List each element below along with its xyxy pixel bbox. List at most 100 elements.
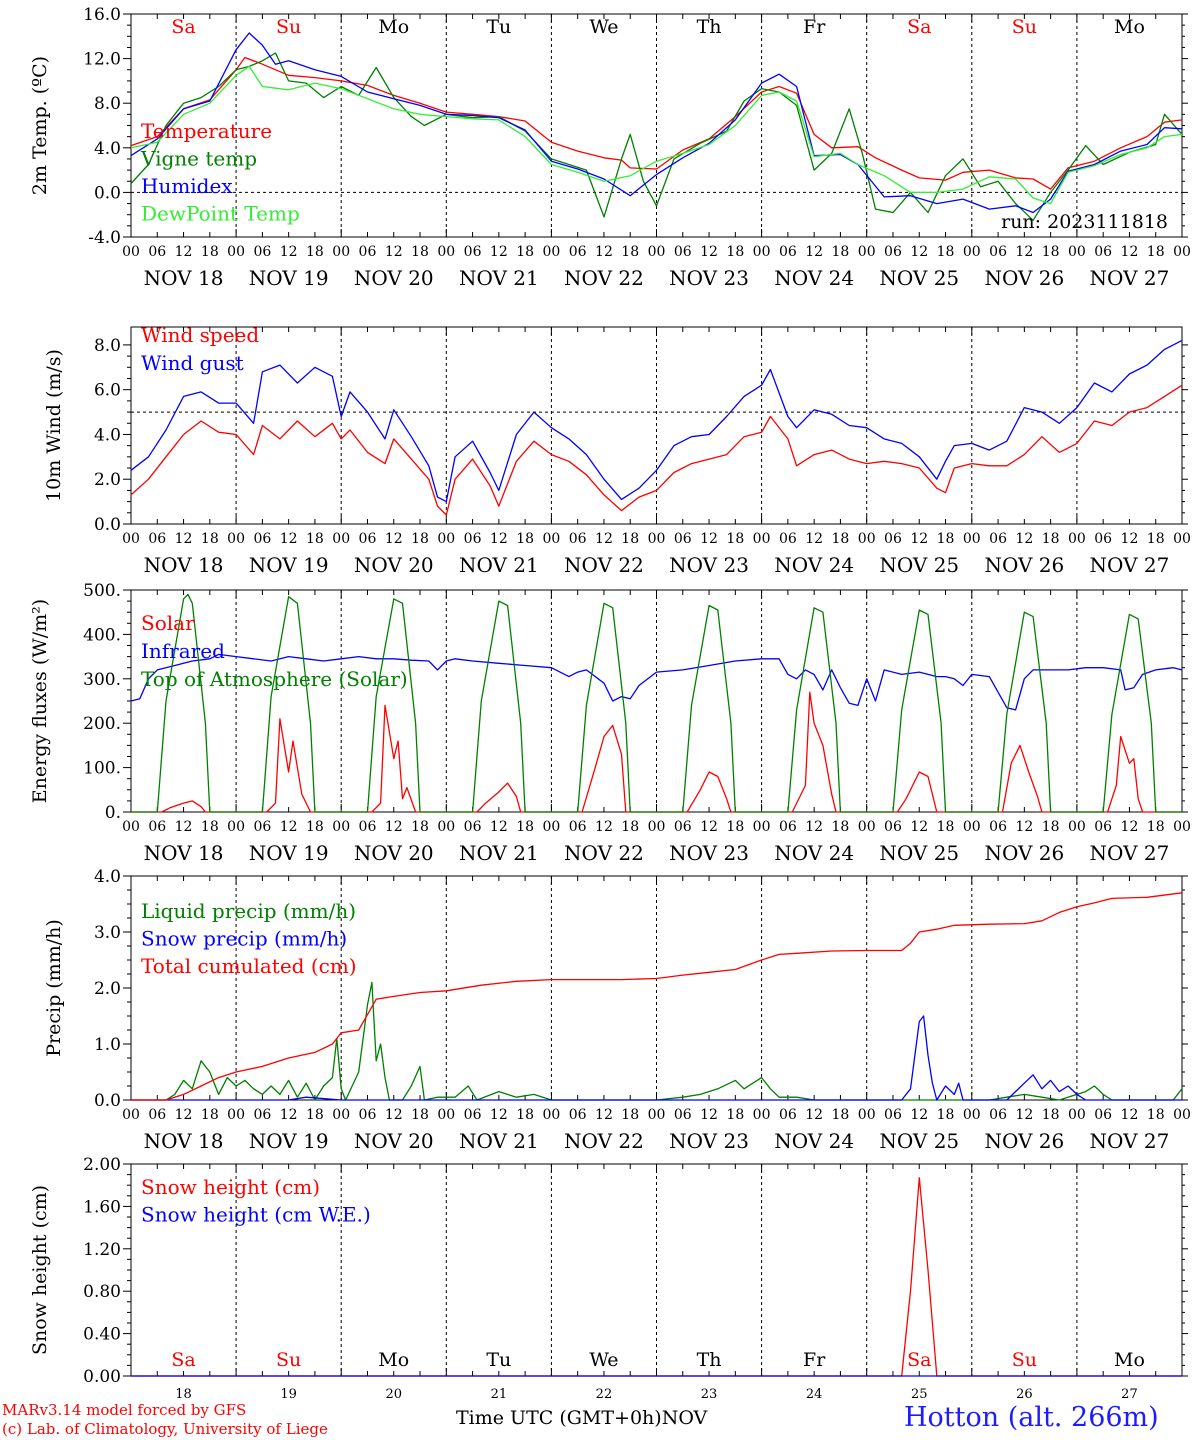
x-tick-label: 06 bbox=[674, 819, 692, 835]
x-tick-label: 12 bbox=[1121, 244, 1139, 260]
x-tick-label: 00 bbox=[753, 1107, 771, 1123]
x-tick-label: 06 bbox=[569, 531, 587, 547]
x-tick-label: 18 bbox=[621, 244, 639, 260]
date-label: NOV 24 bbox=[774, 841, 854, 865]
legend-entry: Wind speed bbox=[141, 323, 259, 347]
day-name-label: Su bbox=[276, 1349, 301, 1371]
y-tick-label: 1.60 bbox=[83, 1197, 121, 1217]
x-tick-label: 00 bbox=[227, 1107, 245, 1123]
y-tick-label: 0.0 bbox=[94, 1091, 121, 1111]
x-tick-label: 06 bbox=[674, 531, 692, 547]
y-tick-label: 0. bbox=[105, 803, 121, 823]
date-label: NOV 20 bbox=[354, 841, 434, 865]
x-tick-label: 12 bbox=[805, 819, 823, 835]
x-tick-label: 12 bbox=[280, 819, 298, 835]
x-tick-label: 12 bbox=[175, 1107, 193, 1123]
y-tick-label: 3.0 bbox=[94, 923, 121, 943]
x-tick-label: 00 bbox=[122, 531, 140, 547]
x-tick-label: 12 bbox=[280, 1107, 298, 1123]
x-tick-label: 12 bbox=[385, 531, 403, 547]
date-label: NOV 22 bbox=[564, 266, 644, 290]
x-tick-label: 06 bbox=[253, 531, 271, 547]
legend-entry: Temperature bbox=[141, 119, 272, 143]
station-name: Hotton (alt. 266m) bbox=[904, 1402, 1159, 1433]
x-tick-label: 00 bbox=[858, 1107, 876, 1123]
x-tick-label: 12 bbox=[490, 1107, 508, 1123]
x-tick-label: 18 bbox=[516, 244, 534, 260]
x-tick-label: 06 bbox=[569, 819, 587, 835]
x-tick-label: 00 bbox=[753, 531, 771, 547]
date-label: NOV 22 bbox=[564, 841, 644, 865]
series-line-total-cumulated-cm bbox=[131, 892, 1183, 1101]
x-tick-label: 18 bbox=[937, 819, 955, 835]
x-tick-label: 18 bbox=[726, 1107, 744, 1123]
x-tick-label: 18 bbox=[411, 1107, 429, 1123]
date-label: NOV 24 bbox=[774, 266, 854, 290]
x-tick-label: 12 bbox=[175, 244, 193, 260]
x-tick-label: 12 bbox=[595, 1107, 613, 1123]
date-label: NOV 20 bbox=[354, 1129, 434, 1153]
day-name-label: Tu bbox=[486, 16, 511, 38]
date-label: NOV 26 bbox=[984, 841, 1064, 865]
date-label: NOV 27 bbox=[1090, 1129, 1170, 1153]
x-tick-label: 06 bbox=[779, 244, 797, 260]
x-tick-label: 12 bbox=[910, 531, 928, 547]
x-tick-label: 12 bbox=[490, 531, 508, 547]
x-tick-label: 18 bbox=[832, 819, 850, 835]
legend-entry: Snow height (cm W.E.) bbox=[141, 1203, 371, 1227]
y-tick-label: 500. bbox=[83, 581, 121, 601]
x-tick-label: 00 bbox=[542, 819, 560, 835]
legend-entry: Infrared bbox=[141, 639, 225, 663]
x-tick-label: 06 bbox=[464, 244, 482, 260]
run-annotation: run: 2023111818 bbox=[1001, 211, 1168, 233]
series-line-humidex bbox=[130, 32, 1183, 214]
x-tick-label: 06 bbox=[989, 531, 1007, 547]
series-line-snow-precip-mm-h bbox=[131, 1015, 1182, 1101]
x-tick-label: 12 bbox=[1015, 531, 1033, 547]
day-name-label: Th bbox=[697, 16, 722, 38]
x-tick-label: 18 bbox=[832, 531, 850, 547]
date-label: NOV 27 bbox=[1090, 266, 1170, 290]
x-tick-label: 12 bbox=[385, 244, 403, 260]
series-line-infrared bbox=[130, 653, 1183, 711]
day-name-label: Sa bbox=[171, 1349, 195, 1371]
x-tick-label: 18 bbox=[516, 531, 534, 547]
x-tick-label: 06 bbox=[253, 244, 271, 260]
x-tick-label: 00 bbox=[122, 1107, 140, 1123]
date-label: NOV 19 bbox=[249, 553, 329, 577]
y-tick-label: 0.0 bbox=[94, 183, 121, 203]
x-tick-label: 18 bbox=[937, 1107, 955, 1123]
day-name-label: Fr bbox=[803, 16, 826, 38]
x-tick-label: 18 bbox=[411, 819, 429, 835]
legend-entry: Snow precip (mm/h) bbox=[141, 927, 347, 951]
x-tick-label: 18 bbox=[832, 1107, 850, 1123]
day-name-label: Su bbox=[1012, 16, 1037, 38]
x-tick-label: 06 bbox=[674, 1107, 692, 1123]
x-tick-label: 00 bbox=[332, 1107, 350, 1123]
y-tick-label: 2.0 bbox=[94, 979, 121, 999]
x-tick-label: 12 bbox=[1121, 531, 1139, 547]
y-tick-label: 4.0 bbox=[94, 867, 121, 887]
y-axis-label: Snow height (cm) bbox=[29, 1185, 51, 1355]
x-tick-label: 00 bbox=[753, 819, 771, 835]
y-tick-label: 1.20 bbox=[83, 1240, 121, 1260]
day-number-label: 21 bbox=[491, 1387, 508, 1402]
x-tick-label: 06 bbox=[989, 1107, 1007, 1123]
day-name-label: Sa bbox=[171, 16, 195, 38]
x-tick-label: 00 bbox=[1068, 1107, 1086, 1123]
x-tick-label: 18 bbox=[306, 531, 324, 547]
x-tick-label: 18 bbox=[201, 531, 219, 547]
date-label: NOV 25 bbox=[879, 266, 959, 290]
date-label: NOV 23 bbox=[669, 266, 749, 290]
date-label: NOV 25 bbox=[879, 841, 959, 865]
lab-credit: (c) Lab. of Climatology, University of L… bbox=[2, 1420, 328, 1438]
x-tick-label: 00 bbox=[332, 819, 350, 835]
x-tick-label: 06 bbox=[884, 819, 902, 835]
x-tick-label: 00 bbox=[963, 1107, 981, 1123]
date-label: NOV 23 bbox=[669, 841, 749, 865]
day-number-label: 27 bbox=[1121, 1387, 1138, 1402]
x-tick-label: 00 bbox=[963, 244, 981, 260]
x-tick-label: 12 bbox=[1121, 1107, 1139, 1123]
x-tick-label: 00 bbox=[542, 531, 560, 547]
day-name-label: Th bbox=[697, 1349, 722, 1371]
